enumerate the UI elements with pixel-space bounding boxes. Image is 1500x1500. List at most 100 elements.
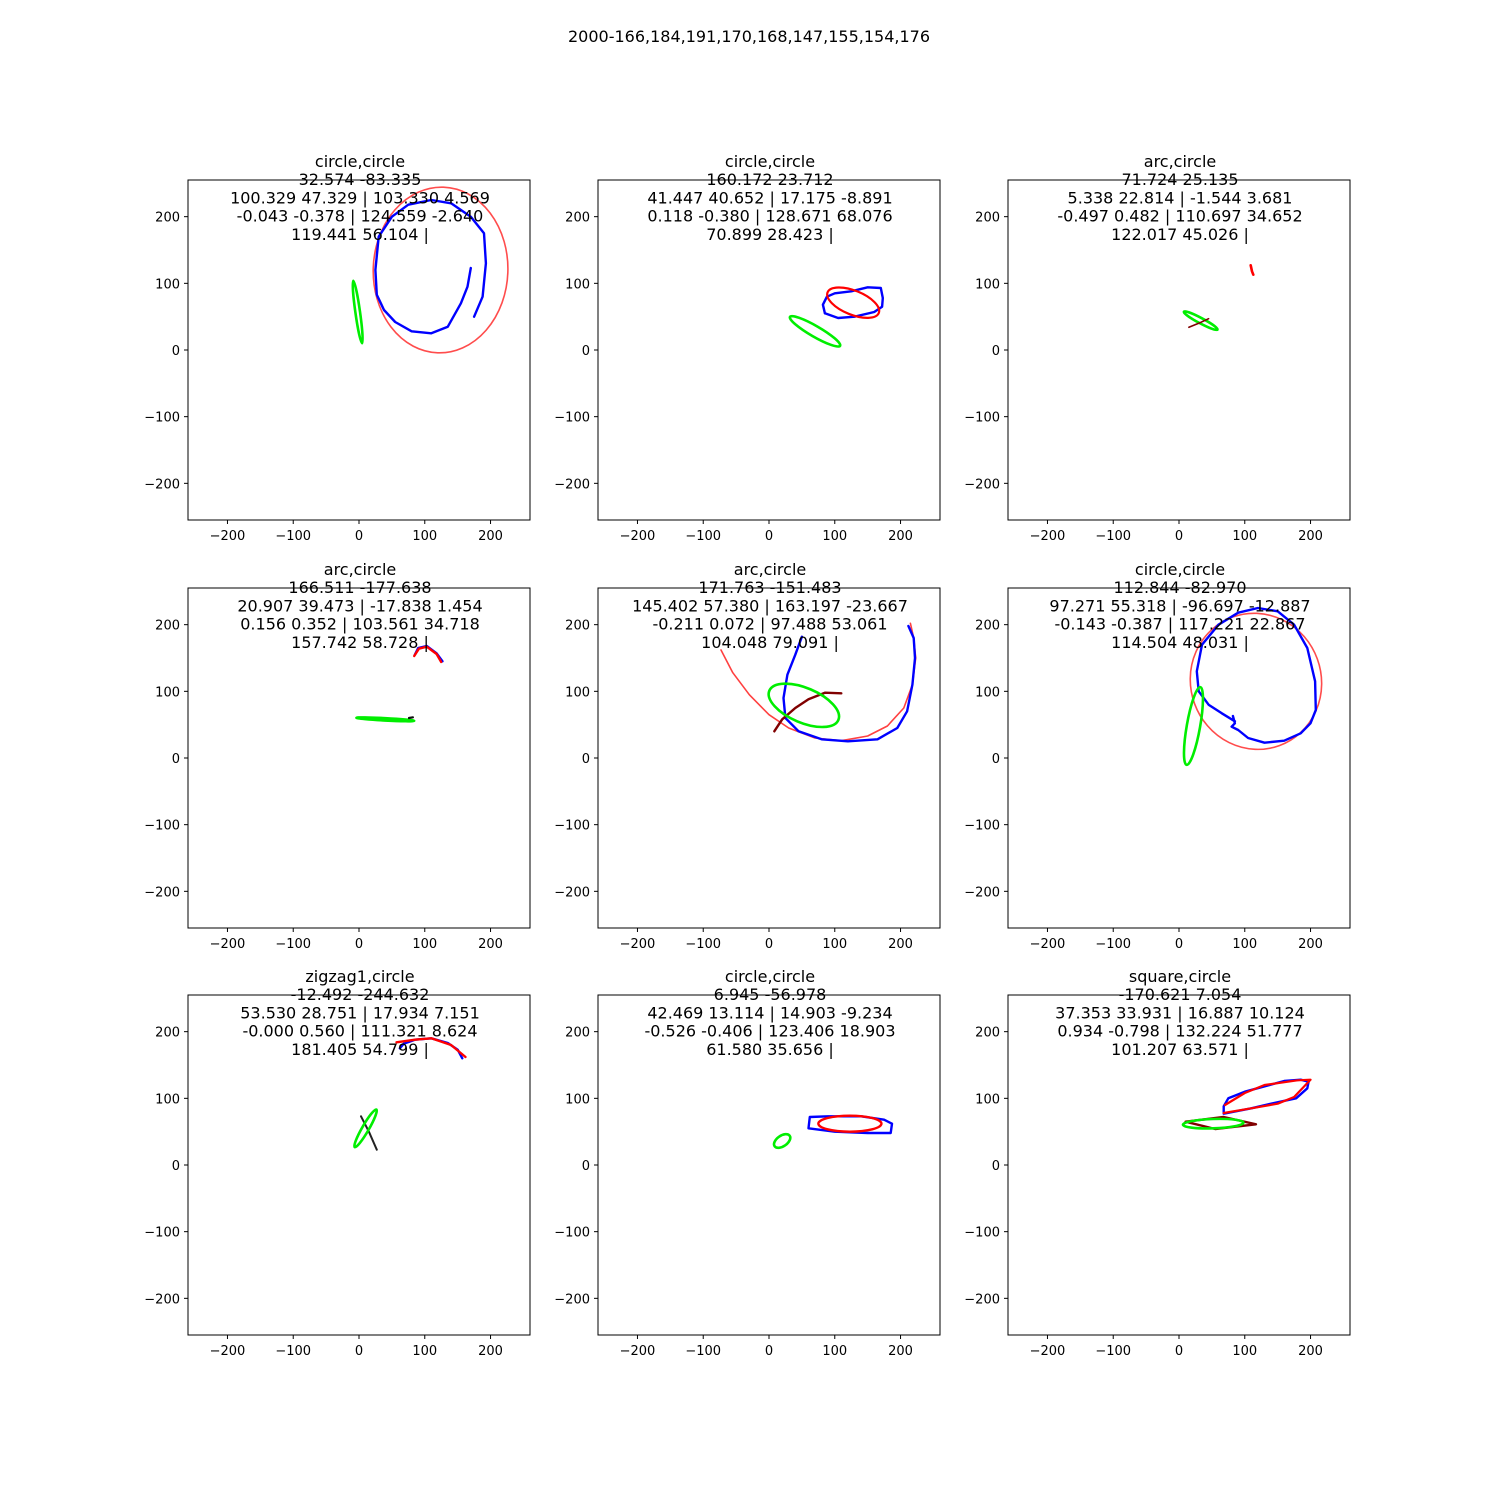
y-tick-label: 200 (565, 619, 590, 634)
subplot-title-line: 171.763 -151.483 (698, 578, 841, 597)
x-tick-label: −100 (685, 1344, 721, 1359)
x-tick-label: −200 (1030, 1344, 1066, 1359)
x-tick-label: −100 (685, 529, 721, 544)
subplot-title-line: 42.469 13.114 | 14.903 -9.234 (647, 1003, 892, 1022)
x-tick-label: 0 (1175, 1344, 1183, 1359)
x-tick-label: −200 (1030, 529, 1066, 544)
plot-area (1008, 995, 1350, 1335)
y-tick-label: −200 (964, 1292, 1000, 1307)
y-tick-label: 100 (975, 685, 1000, 700)
y-tick-label: 100 (155, 1092, 180, 1107)
y-tick-label: 0 (992, 344, 1000, 359)
x-tick-label: −100 (1095, 529, 1131, 544)
overlap-line (1188, 317, 1210, 329)
x-tick-label: 100 (1232, 529, 1257, 544)
y-tick-label: 100 (975, 1092, 1000, 1107)
x-tick-label: 200 (478, 937, 503, 952)
fit-line (788, 314, 842, 348)
y-tick-label: 100 (155, 685, 180, 700)
plot-marks (788, 286, 884, 348)
subplot-2: −200 −100 0 100 200 −200 −100 0 100 200 circle,cir… (554, 152, 941, 544)
subplot-title-line: 114.504 48.031 | (1111, 633, 1249, 652)
y-tick-label: 100 (565, 1092, 590, 1107)
subplot-title-line: 0.934 -0.798 | 132.224 51.777 (1057, 1022, 1302, 1041)
x-tick-label: −100 (275, 937, 311, 952)
x-tick-label: 100 (412, 529, 437, 544)
x-tick-label: −200 (210, 529, 246, 544)
y-tick-label: −200 (144, 477, 180, 492)
y-tick-label: −100 (964, 411, 1000, 426)
y-tick-label: 0 (172, 1159, 180, 1174)
subplot-title-line: circle,circle (315, 152, 405, 171)
y-tick-label: 200 (155, 211, 180, 226)
subplot-title-line: 181.405 54.799 | (291, 1040, 429, 1059)
subplot-title-line: 112.844 -82.970 (1113, 578, 1246, 597)
y-tick-label: 0 (582, 752, 590, 767)
plot-area (598, 588, 940, 928)
plot-area (1008, 588, 1350, 928)
x-tick-label: 100 (822, 1344, 847, 1359)
subplot-title-line: 97.271 55.318 | -96.697 -12.887 (1049, 596, 1310, 615)
x-tick-label: 0 (1175, 937, 1183, 952)
x-tick-label: −200 (210, 937, 246, 952)
x-tick-label: 0 (1175, 529, 1183, 544)
y-tick-label: −100 (964, 819, 1000, 834)
subplot-title-line: 71.724 25.135 (1121, 170, 1238, 189)
x-tick-label: 0 (765, 937, 773, 952)
y-tick-label: 0 (172, 752, 180, 767)
y-tick-label: 200 (975, 211, 1000, 226)
x-tick-label: −200 (620, 529, 656, 544)
target-line (1249, 264, 1255, 276)
figure-title: 2000-166,184,191,170,168,147,155,154,176 (568, 27, 930, 46)
subplot-5: −200 −100 0 100 200 −200 −100 0 100 200 arc,circle… (554, 560, 941, 952)
y-tick-label: −200 (554, 885, 590, 900)
subplot-title-line: 160.172 23.712 (706, 170, 833, 189)
overlap-line (773, 691, 843, 733)
y-tick-label: 100 (975, 277, 1000, 292)
y-tick-label: −100 (554, 411, 590, 426)
subplot-title-line: 166.511 -177.638 (288, 578, 431, 597)
x-tick-label: 100 (822, 937, 847, 952)
y-tick-label: −200 (964, 477, 1000, 492)
x-tick-label: −100 (685, 937, 721, 952)
target-line (826, 286, 881, 319)
plot-marks (720, 622, 917, 743)
y-tick-label: 0 (582, 344, 590, 359)
x-tick-label: 200 (888, 937, 913, 952)
subplot-title-line: 53.530 28.751 | 17.934 7.151 (240, 1003, 480, 1022)
fit-line (1181, 1117, 1245, 1130)
x-tick-label: 100 (412, 937, 437, 952)
target-line (817, 1114, 883, 1133)
x-tick-label: 0 (355, 1344, 363, 1359)
subplot-title-line: circle,circle (725, 967, 815, 986)
fit-line (772, 1132, 792, 1150)
subplot-9: −200 −100 0 100 200 −200 −100 0 100 200 square,cir… (964, 967, 1351, 1359)
subplot-title-line: 70.899 28.423 | (706, 225, 834, 244)
x-tick-label: 200 (888, 1344, 913, 1359)
plot-marks (353, 1037, 467, 1151)
x-tick-label: 0 (765, 529, 773, 544)
subplot-title-line: 119.441 56.104 | (291, 225, 429, 244)
subplot-title-line: 0.156 0.352 | 103.561 34.718 (240, 615, 480, 634)
subplot-title-line: circle,circle (725, 152, 815, 171)
subplot-title-line: 101.207 63.571 | (1111, 1040, 1249, 1059)
fit-line (353, 1108, 379, 1149)
plot-marks (355, 644, 444, 723)
subplot-title-line: square,circle (1129, 967, 1231, 986)
y-tick-label: −200 (554, 1292, 590, 1307)
subplot-title-line: 6.945 -56.978 (714, 985, 827, 1004)
subplot-title-line: zigzag1,circle (305, 967, 414, 986)
subplot-title-line: 104.048 79.091 | (701, 633, 839, 652)
x-tick-label: 100 (822, 529, 847, 544)
subplot-title-line: circle,circle (1135, 560, 1225, 579)
y-tick-label: 200 (975, 1026, 1000, 1041)
fit-line (355, 716, 416, 723)
subplot-title-line: 61.580 35.656 | (706, 1040, 834, 1059)
x-tick-label: 200 (478, 529, 503, 544)
x-tick-label: −100 (1095, 1344, 1131, 1359)
y-tick-label: −200 (144, 885, 180, 900)
y-tick-label: 100 (565, 277, 590, 292)
subplot-4: −200 −100 0 100 200 −200 −100 0 100 200 arc,circle… (144, 560, 531, 952)
y-tick-label: −100 (964, 1226, 1000, 1241)
subplot-6: −200 −100 0 100 200 −200 −100 0 100 200 circle,cir… (964, 560, 1351, 952)
